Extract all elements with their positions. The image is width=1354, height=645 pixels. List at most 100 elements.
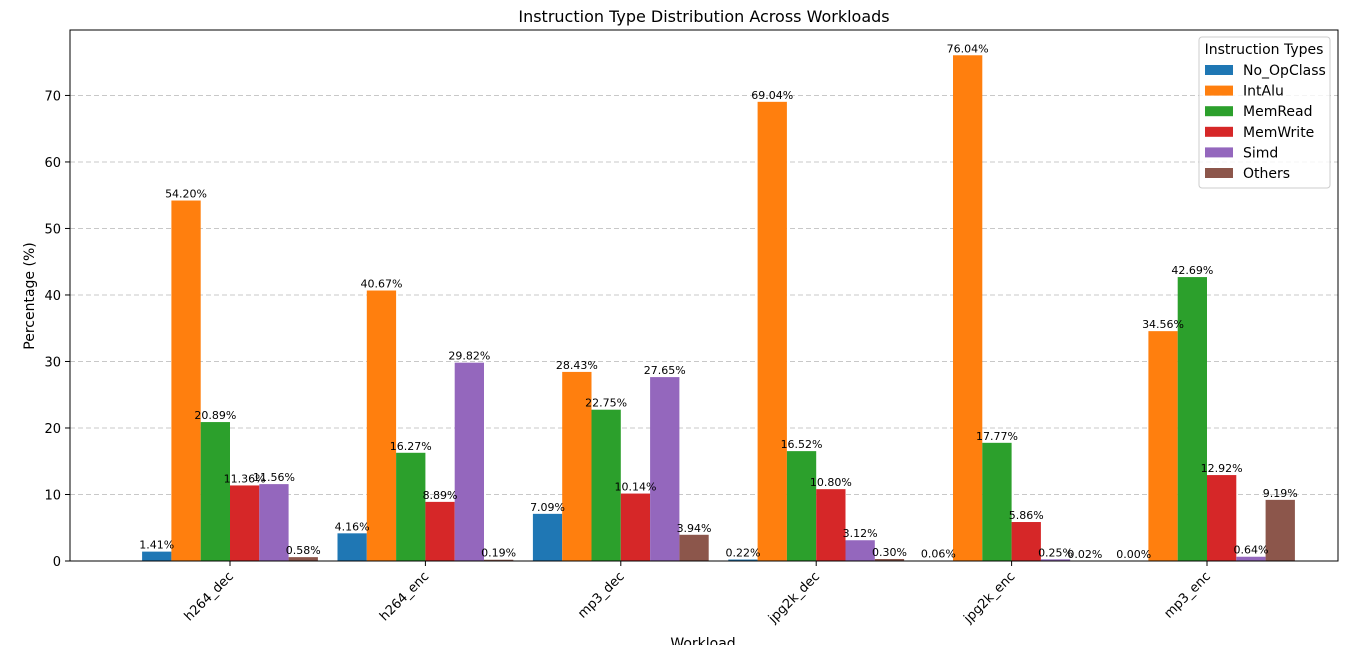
x-tick-label: mp3_enc	[1161, 569, 1213, 621]
legend-title: Instruction Types	[1205, 42, 1324, 58]
data-label: 0.64%	[1233, 544, 1268, 557]
bar-no_opclass-jpg2k_dec	[728, 559, 758, 561]
legend-label: IntAlu	[1243, 84, 1284, 100]
bar-no_opclass-h264_dec	[142, 551, 172, 561]
data-label: 40.67%	[360, 278, 402, 291]
bar-intalu-jpg2k_dec	[757, 101, 787, 561]
data-label: 5.86%	[1009, 509, 1044, 522]
bar-memwrite-jpg2k_enc	[1011, 522, 1041, 561]
bar-no_opclass-h264_enc	[337, 533, 367, 561]
legend-swatch	[1205, 147, 1233, 158]
y-tick-label: 60	[44, 156, 61, 171]
y-tick-label: 50	[44, 222, 61, 237]
data-label: 34.56%	[1142, 318, 1184, 331]
data-label: 12.92%	[1201, 462, 1243, 475]
data-labels-group: 1.41% 4.16% 7.09% 0.22% 0.06% 0.00% 54.20% 40.6…	[139, 42, 1297, 561]
x-axis: h264_dec h264_enc mp3_dec jpg2k_dec jpg2k_en…	[182, 561, 1214, 627]
data-label: 76.04%	[947, 42, 989, 55]
bar-simd-jpg2k_enc	[1040, 559, 1071, 561]
bar-memread-mp3_enc	[1177, 277, 1207, 561]
plot-frame	[69, 29, 1339, 562]
data-label: 0.58%	[286, 544, 321, 557]
data-label: 22.75%	[585, 397, 627, 410]
legend-swatch	[1205, 65, 1233, 75]
x-axis-label: Workload	[670, 636, 735, 645]
bar-memwrite-jpg2k_dec	[816, 489, 846, 561]
data-label: 4.16%	[335, 520, 370, 533]
bar-memwrite-mp3_enc	[1207, 475, 1237, 561]
data-label: 0.25%	[1038, 546, 1073, 559]
bar-memread-h264_dec	[200, 422, 230, 561]
bar-intalu-h264_enc	[366, 290, 397, 561]
bar-no_opclass-mp3_dec	[532, 513, 563, 561]
data-label: 27.65%	[644, 364, 686, 377]
x-tick-label: jpg2k_enc	[961, 569, 1019, 627]
bar-simd-h264_enc	[454, 362, 484, 561]
y-tick-label: 0	[53, 555, 61, 570]
bar-simd-mp3_enc	[1236, 556, 1266, 561]
legend-swatch	[1205, 126, 1233, 137]
bars-group	[142, 55, 1295, 562]
data-label: 9.19%	[1263, 487, 1298, 500]
legend-swatch	[1205, 85, 1233, 96]
bar-simd-h264_dec	[259, 484, 289, 561]
data-label: 0.06%	[921, 548, 956, 561]
bar-others-mp3_enc	[1265, 499, 1295, 561]
bar-memread-mp3_dec	[591, 409, 621, 561]
data-label: 0.30%	[872, 546, 907, 559]
legend-label: MemRead	[1243, 104, 1313, 120]
data-label: 0.00%	[1116, 548, 1151, 561]
data-label: 42.69%	[1171, 264, 1213, 277]
data-label: 11.36%	[224, 472, 266, 485]
data-label: 69.04%	[751, 89, 793, 102]
bar-others-h264_dec	[288, 557, 318, 561]
bar-simd-mp3_dec	[650, 377, 680, 561]
legend-label: No_OpClass	[1243, 63, 1326, 79]
legend-swatch	[1205, 168, 1233, 178]
data-label: 7.09%	[530, 501, 565, 514]
bar-memwrite-h264_dec	[230, 485, 260, 561]
data-label: 3.94%	[677, 522, 712, 535]
y-axis-label: Percentage (%)	[22, 242, 38, 349]
bar-intalu-jpg2k_enc	[953, 55, 983, 562]
bar-others-jpg2k_dec	[874, 559, 905, 561]
data-label: 0.02%	[1067, 548, 1102, 561]
data-label: 0.22%	[725, 547, 760, 560]
bar-memread-jpg2k_dec	[786, 451, 817, 561]
data-label: 3.12%	[843, 527, 878, 540]
bar-intalu-mp3_dec	[562, 371, 592, 561]
data-label: 1.41%	[139, 539, 174, 552]
grid-lines	[70, 94, 1338, 495]
x-tick-label: h264_dec	[182, 569, 237, 624]
bar-memread-h264_enc	[396, 452, 426, 561]
y-tick-label: 20	[44, 422, 61, 437]
x-tick-label: h264_enc	[377, 569, 432, 624]
y-axis: 0 10 20 30 40 50 60 70	[44, 89, 70, 570]
data-label: 16.27%	[390, 440, 432, 453]
data-label: 8.89%	[423, 489, 458, 502]
data-label: 10.14%	[614, 481, 656, 494]
bar-simd-jpg2k_dec	[845, 540, 875, 561]
legend-label: Simd	[1243, 145, 1278, 161]
bar-intalu-h264_dec	[171, 200, 201, 561]
bar-others-mp3_dec	[679, 534, 709, 561]
legend-label: MemWrite	[1243, 125, 1314, 141]
bar-memwrite-mp3_dec	[620, 493, 651, 561]
data-label: 29.82%	[448, 350, 490, 363]
y-tick-label: 30	[44, 355, 61, 370]
bar-intalu-mp3_enc	[1148, 331, 1178, 561]
x-tick-label: jpg2k_dec	[765, 569, 823, 627]
bar-memwrite-h264_enc	[425, 501, 455, 561]
legend: Instruction Types No_OpClass IntAlu MemRea…	[1198, 36, 1331, 189]
legend-swatch	[1205, 106, 1233, 117]
y-tick-label: 10	[44, 488, 61, 503]
data-label: 16.52%	[781, 438, 823, 451]
data-label: 20.89%	[194, 409, 236, 422]
data-label: 0.19%	[481, 547, 516, 560]
data-label: 17.77%	[976, 430, 1018, 443]
y-tick-label: 40	[44, 289, 61, 304]
x-tick-label: mp3_dec	[575, 569, 627, 621]
bar-memread-jpg2k_enc	[982, 442, 1012, 561]
data-label: 11.56%	[253, 471, 295, 484]
